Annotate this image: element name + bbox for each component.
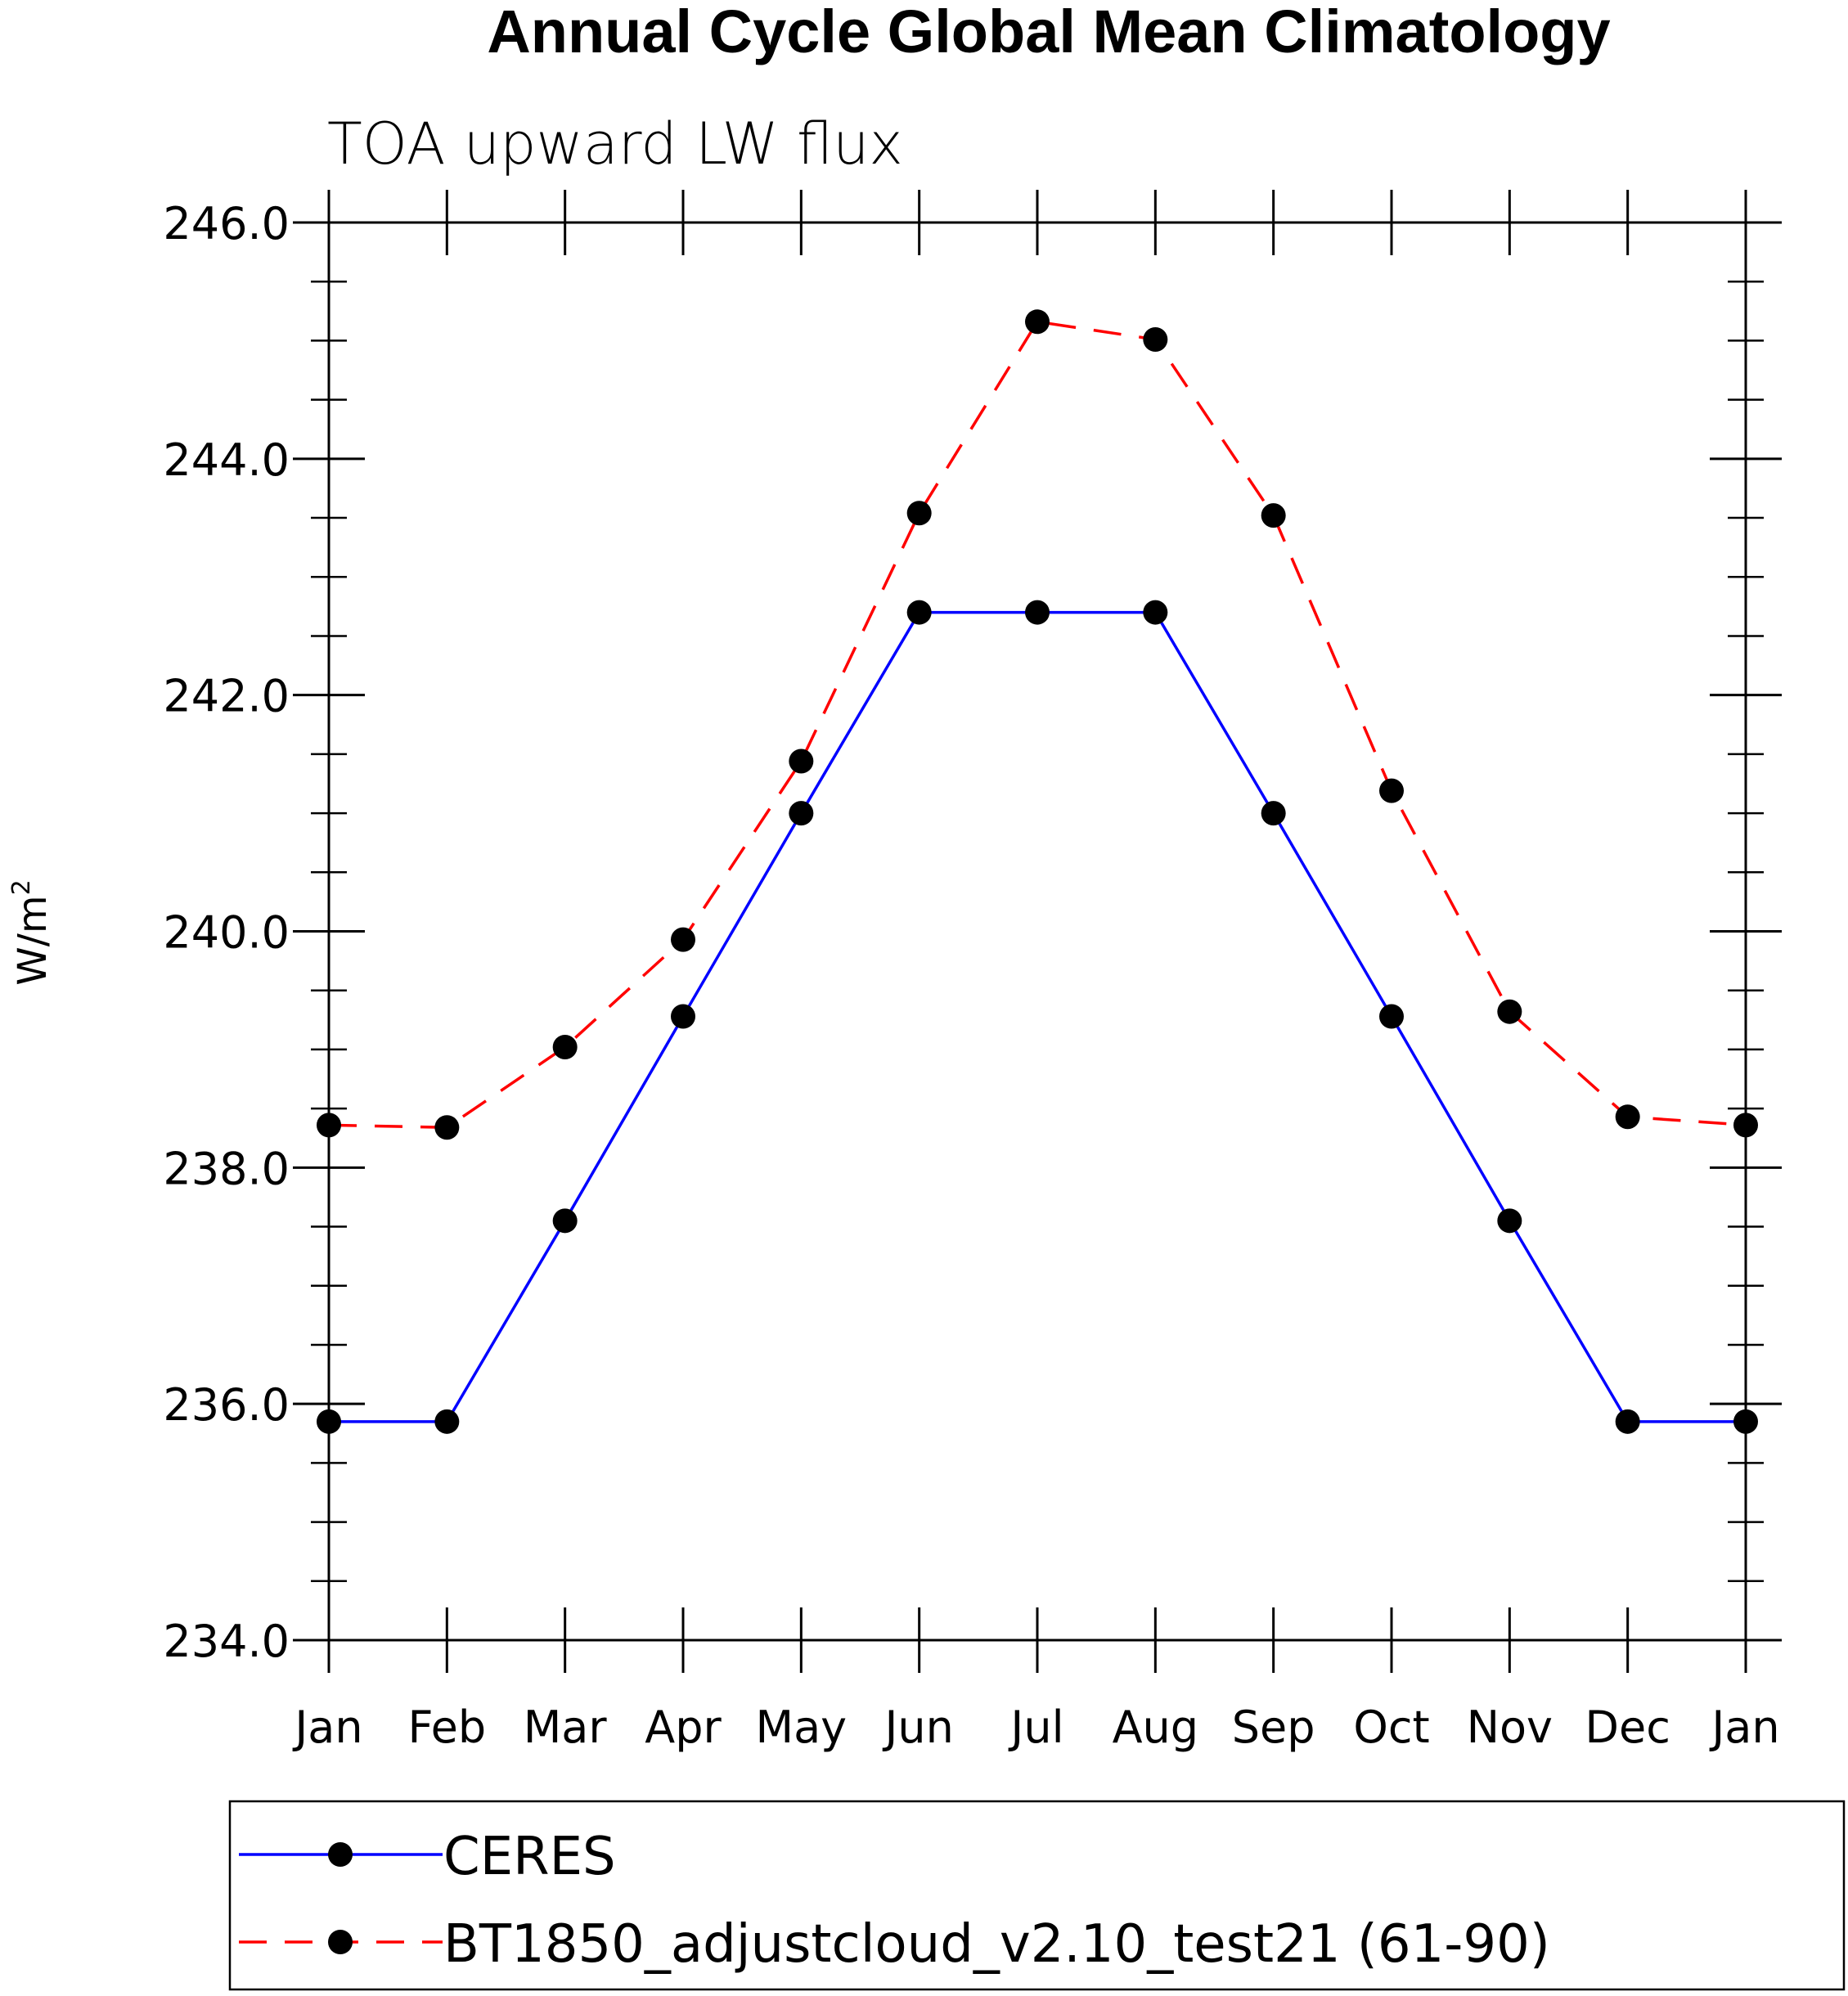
series-1-point [1497, 999, 1522, 1024]
series-0-point [1261, 801, 1286, 826]
series-1-point [552, 1035, 578, 1060]
series-0-point [552, 1208, 578, 1234]
series-1-point [317, 1113, 341, 1138]
chart-title: Annual Cycle Global Mean Climatology [487, 0, 1610, 65]
y-tick-label: 242.0 [163, 671, 290, 722]
series-layer [317, 309, 1758, 1434]
series-1-point [906, 501, 932, 526]
x-tick-label: Jul [1008, 1702, 1063, 1753]
y-tick-label: 240.0 [163, 907, 290, 959]
series-0-point [1379, 1004, 1404, 1029]
x-tick-label: Jan [1709, 1702, 1779, 1753]
series-1-point [1261, 503, 1286, 528]
series-0-point [317, 1409, 341, 1434]
y-tick-label: 236.0 [163, 1379, 290, 1431]
legend-marker-0 [328, 1842, 353, 1867]
legend-box [228, 1800, 1846, 1991]
y-axis-label-superscript: 2 [7, 879, 36, 895]
y-axis-label: W/m2 [7, 879, 56, 985]
series-0-point [434, 1409, 460, 1434]
series-1-point [1025, 309, 1050, 335]
x-tick-label: Apr [645, 1702, 722, 1753]
chart-subtitle: TOA upward LW flux [327, 110, 903, 178]
series-1-point [1143, 326, 1168, 352]
x-tick-label: Oct [1353, 1702, 1429, 1753]
series-0-point [1143, 600, 1168, 625]
series-1-point [789, 748, 814, 774]
plot-frame [327, 221, 1747, 1642]
y-tick-label: 238.0 [163, 1143, 290, 1194]
series-1-point [1379, 778, 1404, 803]
series-0-point [1615, 1409, 1640, 1434]
x-tick-label: Jun [882, 1702, 953, 1753]
series-0-point [1733, 1409, 1758, 1434]
series-0-point [671, 1004, 695, 1029]
x-tick-label: Feb [408, 1702, 487, 1753]
plot-axes: Jan Feb Mar Apr May Jun Jul Aug Sep Oct Nov Dec Jan2… [163, 190, 1782, 1753]
legend-label-0: CERES [443, 1827, 616, 1887]
y-axis-label-text: W/m [10, 895, 56, 985]
legend-label-1: BT1850_adjustcloud_v2.10_test21 (61-90) [443, 1914, 1550, 1975]
x-tick-label: Dec [1585, 1702, 1670, 1753]
x-tick-label: May [756, 1702, 848, 1753]
series-0-point [906, 600, 932, 625]
x-tick-label: Jan [292, 1702, 362, 1753]
x-tick-label: Mar [524, 1702, 608, 1753]
series-1-point [671, 927, 695, 952]
x-tick-label: Sep [1232, 1702, 1315, 1753]
series-0-point [789, 801, 814, 826]
series-line-1 [328, 320, 1747, 1129]
series-1-point [1733, 1113, 1758, 1138]
series-1-point [1615, 1104, 1640, 1130]
series-0-point [1497, 1208, 1522, 1234]
y-tick-label: 244.0 [163, 434, 290, 486]
x-tick-label: Aug [1113, 1702, 1198, 1753]
legend: CERES BT1850_adjustcloud_v2.10_test21 (61… [228, 1800, 1846, 1991]
y-tick-label: 246.0 [163, 198, 290, 250]
y-tick-label: 234.0 [163, 1616, 290, 1667]
series-1-point [434, 1115, 460, 1140]
x-tick-label: Nov [1467, 1702, 1553, 1753]
legend-marker-1 [328, 1930, 353, 1954]
series-line-0 [329, 610, 1746, 1423]
series-0-point [1025, 600, 1050, 625]
